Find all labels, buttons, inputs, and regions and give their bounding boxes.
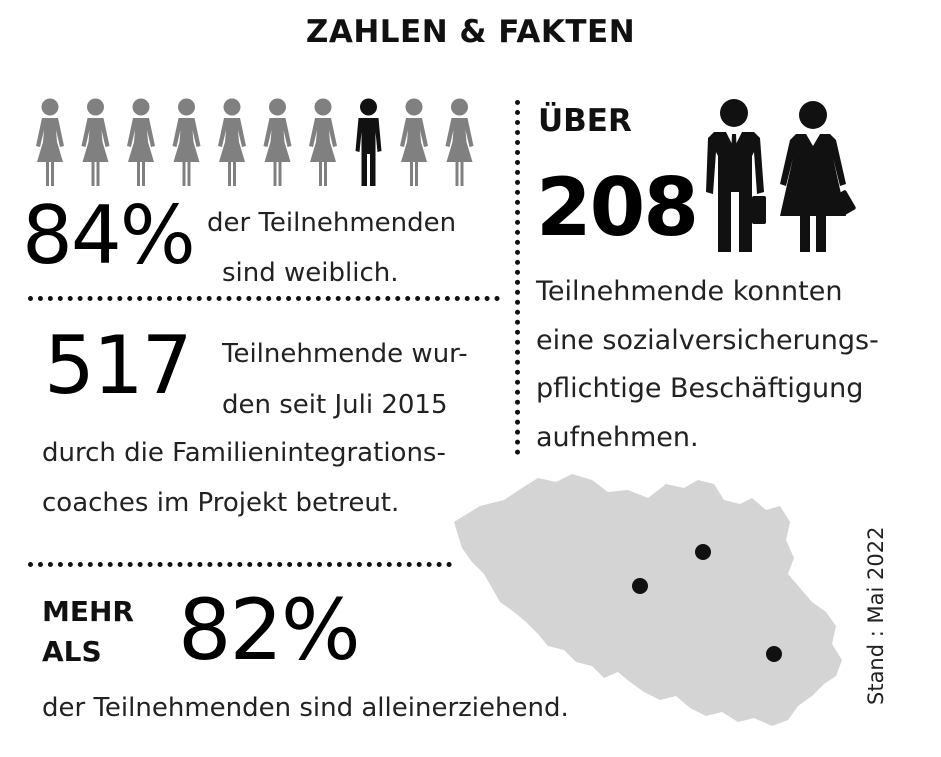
single-parents-prefix-line1: MEHR [42,595,134,628]
women-pictogram-row [36,98,474,186]
business-people-icon [706,99,856,252]
map-location-marker [766,646,782,662]
employment-prefix: ÜBER [538,103,632,139]
woman-figure-icon [263,98,292,186]
map-location-marker [632,578,648,594]
woman-figure-icon [36,98,64,186]
coaching-text-line4: coaches im Projekt betreut. [42,488,400,518]
employment-text-line: eine sozialversicherungs- [536,324,879,356]
single-parents-prefix-line2: ALS [42,635,102,668]
employment-text-line: pflichtige Beschäftigung [536,373,864,404]
divider-vertical [515,100,520,455]
map-location-marker [695,544,711,560]
single-parents-text: der Teilnehmenden sind alleinerziehend. [42,693,569,723]
man-figure-icon [355,98,382,186]
woman-figure-icon [218,98,246,186]
woman-figure-icon [172,98,201,186]
employment-value: 208 [536,161,699,254]
woman-figure-icon [400,98,428,186]
single-parents-value: 82% [178,581,361,679]
divider-upper-left [28,296,500,301]
women-percentage: 84% [22,189,196,282]
page-title: ZAHLEN & FAKTEN [305,14,636,50]
woman-figure-icon [81,98,110,186]
coaching-value: 517 [44,319,193,412]
region-map [454,474,842,726]
employment-text-line: Teilnehmende konnten [536,276,843,307]
coaching-text-line2: den seit Juli 2015 [222,390,448,420]
coaching-text-line3: durch die Familienintegrations- [42,438,446,468]
woman-figure-icon [309,98,337,186]
women-text-line2: sind weiblich. [222,258,399,288]
employment-text-line: aufnehmen. [536,421,699,453]
divider-lower-left [28,562,452,567]
footnote-date: Stand : Mai 2022 [864,526,888,705]
coaching-text-line1: Teilnehmende wur- [222,339,468,369]
woman-figure-icon [445,98,474,186]
woman-figure-icon [127,98,155,186]
women-text-line1: der Teilnehmenden [207,208,457,238]
